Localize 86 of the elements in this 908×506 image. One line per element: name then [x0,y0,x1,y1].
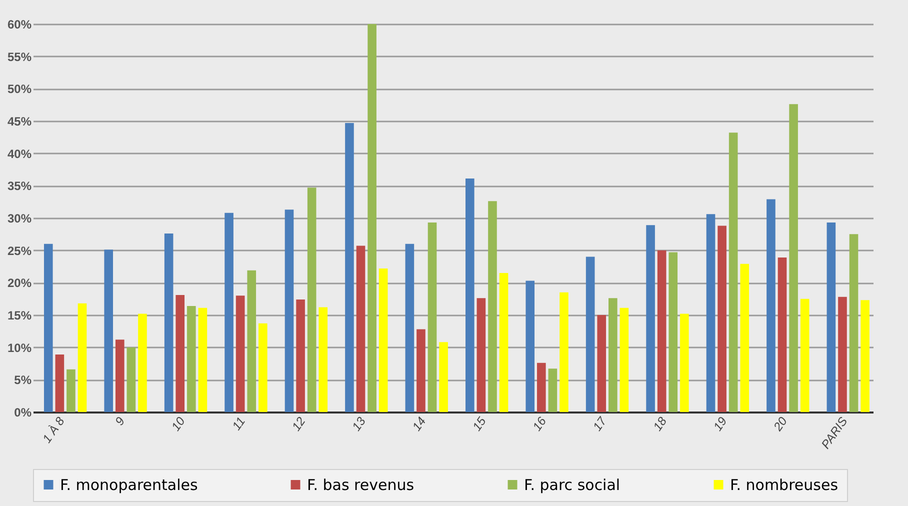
x-tick-label: 19 [710,414,730,434]
y-tick-label: 50% [7,82,32,96]
bar [718,226,726,412]
bar [849,234,858,412]
bar [126,347,136,412]
x-tick-label: 10 [168,414,188,434]
bar [826,222,836,412]
bar [428,222,437,412]
bar [499,272,508,412]
x-tick-label: 20 [770,414,790,434]
bar [608,298,618,412]
bar [439,342,448,412]
bar [356,246,366,412]
y-tick-label: 25% [7,244,32,258]
y-tick-label: 60% [7,18,32,32]
bar [258,323,268,412]
bar [476,298,486,412]
y-tick-label: 45% [7,114,32,128]
bar [597,315,606,412]
bar [44,244,53,412]
x-tick-label: 12 [289,414,308,434]
x-tick-label: 17 [590,413,610,434]
bar [378,268,388,412]
bar [657,250,666,412]
bar [548,368,558,412]
bar [586,256,595,412]
y-tick-label: 55% [7,50,32,64]
bar [526,280,535,412]
bar [164,234,174,412]
bar [296,299,305,412]
bar [104,250,114,412]
legend-label: F. monoparentales [60,476,198,494]
bar [740,264,750,412]
bar [488,201,497,412]
bar [778,257,787,412]
bar [66,369,76,412]
bar [284,210,294,412]
bar [560,292,568,412]
bar [416,329,426,412]
x-tick-label: 1 À 8 [40,414,68,446]
y-tick-label: 5% [14,373,32,388]
bar [345,122,354,412]
x-tick-label: 11 [229,414,248,433]
bar [115,340,124,412]
y-tick-label: 0% [14,406,32,420]
y-tick-label: 20% [7,276,32,290]
legend-label: F. nombreuses [730,476,838,494]
legend-label: F. parc social [524,476,620,494]
x-tick-label: 18 [650,414,670,434]
y-tick-label: 10% [7,340,32,355]
bar [537,362,546,412]
bar [728,132,738,412]
y-tick-label: 40% [7,146,32,161]
bar [55,354,64,412]
bar [646,225,655,412]
x-tick-label: 14 [409,414,429,434]
bar [860,300,870,412]
bar [138,314,147,412]
bar [800,298,810,412]
x-tick-label: 16 [530,414,550,434]
bar [198,308,208,412]
bar [224,212,234,412]
x-tick-label: 13 [349,414,369,434]
bar [680,314,689,412]
bar [405,244,414,412]
x-tick-label: 9 [112,414,128,428]
bar [465,178,474,412]
bar [247,270,256,412]
bar [368,24,376,412]
legend-label: F. bas revenus [307,476,414,494]
y-tick-label: 35% [7,179,32,194]
bar [789,104,798,412]
y-tick-label: 30% [7,212,32,226]
bar [307,188,316,412]
x-tick-label: 15 [470,414,490,434]
y-tick-label: 15% [7,308,32,322]
bar [668,252,678,412]
bar [187,306,196,412]
bar [838,296,847,412]
bar [236,296,245,412]
bar [318,307,328,412]
bar [620,308,629,412]
bar [78,303,87,412]
bar [706,214,716,412]
bar [766,199,776,412]
bar [176,294,185,412]
